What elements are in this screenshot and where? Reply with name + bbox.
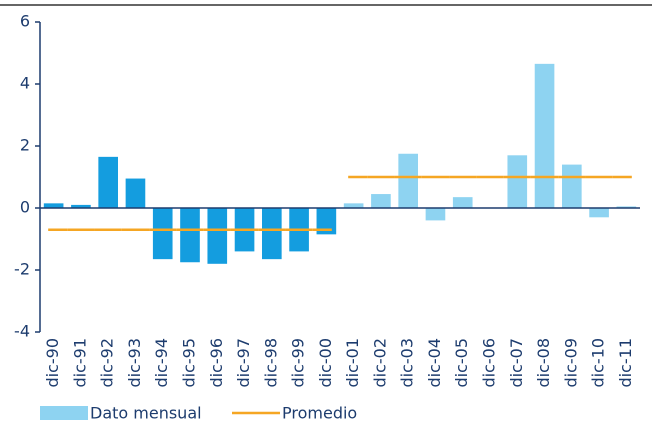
- bar: [180, 208, 200, 263]
- y-tick-label: 0: [20, 198, 30, 217]
- y-tick-label: 2: [20, 136, 30, 155]
- x-tick-label: dic-99: [289, 338, 308, 388]
- legend-label: Dato mensual: [90, 404, 202, 423]
- x-tick-label: dic-94: [152, 338, 171, 388]
- bar: [43, 203, 64, 208]
- x-tick-label: dic-00: [316, 338, 335, 388]
- bar: [343, 203, 364, 208]
- y-tick-label: 4: [20, 74, 30, 93]
- x-tick-label: dic-06: [480, 338, 499, 388]
- x-tick-label: dic-01: [343, 338, 362, 388]
- x-tick-label: dic-02: [370, 338, 389, 388]
- x-tick-label: dic-97: [234, 338, 253, 388]
- y-tick-label: 6: [20, 12, 30, 31]
- bar: [425, 208, 446, 221]
- x-tick-label: dic-96: [207, 338, 226, 388]
- x-tick-label: dic-91: [70, 338, 89, 388]
- x-tick-label: dic-90: [43, 338, 62, 388]
- bar: [371, 194, 391, 208]
- x-tick-label: dic-03: [398, 338, 417, 388]
- bar: [316, 208, 337, 235]
- x-tick-label: dic-92: [98, 338, 117, 388]
- bar: [71, 204, 91, 208]
- bar: [589, 208, 609, 218]
- bar: [562, 164, 582, 208]
- bar: [152, 208, 173, 260]
- x-tick-label: dic-11: [616, 338, 635, 388]
- x-tick-label: dic-98: [261, 338, 280, 388]
- bar: [398, 153, 418, 208]
- bar: [452, 197, 473, 208]
- x-tick-label: dic-95: [180, 338, 199, 388]
- y-tick-label: -2: [14, 260, 30, 279]
- legend-label: Promedio: [282, 404, 357, 423]
- x-tick-label: dic-10: [589, 338, 608, 388]
- x-tick-label: dic-04: [425, 338, 444, 388]
- y-tick-label: -4: [14, 322, 30, 341]
- x-tick-label: dic-07: [507, 338, 526, 388]
- legend-swatch: [40, 406, 88, 420]
- x-tick-label: dic-09: [561, 338, 580, 388]
- bar: [507, 155, 528, 208]
- x-tick-label: dic-08: [534, 338, 553, 388]
- bar: [616, 206, 637, 208]
- bar: [262, 208, 282, 260]
- bar: [125, 178, 146, 208]
- bar: [207, 208, 228, 264]
- bar: [534, 63, 555, 208]
- x-tick-label: dic-93: [125, 338, 144, 388]
- x-tick-label: dic-05: [452, 338, 471, 388]
- bar: [98, 156, 118, 208]
